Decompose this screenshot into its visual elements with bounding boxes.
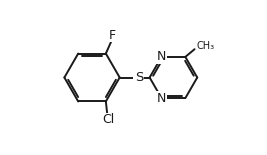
Text: CH₃: CH₃ xyxy=(197,41,215,51)
Text: N: N xyxy=(157,50,166,63)
Text: Cl: Cl xyxy=(102,113,114,126)
Text: F: F xyxy=(109,29,116,42)
Text: S: S xyxy=(135,71,143,84)
Text: N: N xyxy=(157,92,166,105)
